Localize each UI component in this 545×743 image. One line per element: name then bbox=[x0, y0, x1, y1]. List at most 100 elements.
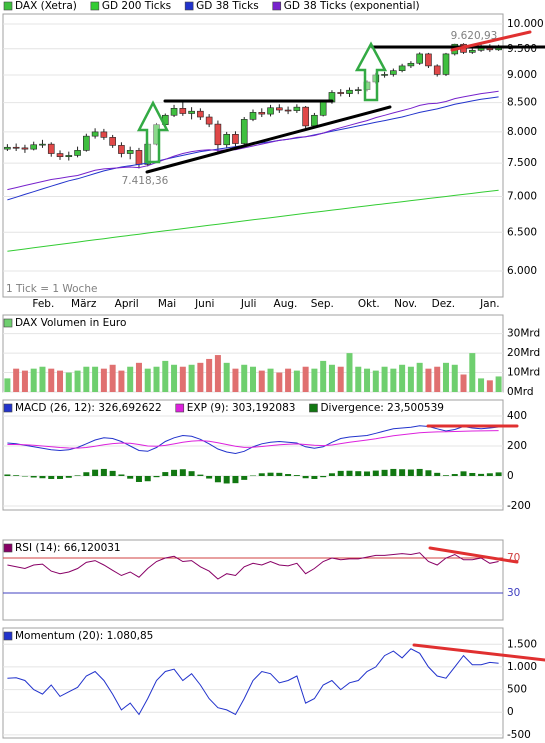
legend-swatch bbox=[309, 403, 318, 413]
candle-body bbox=[74, 150, 81, 156]
bar bbox=[188, 471, 195, 476]
y-tick-label: 1.000 bbox=[507, 661, 537, 673]
candle-body bbox=[197, 110, 204, 118]
bar bbox=[144, 475, 151, 482]
bar bbox=[153, 475, 160, 478]
candle-body bbox=[390, 70, 397, 75]
bar bbox=[285, 474, 292, 476]
candle-body bbox=[425, 53, 432, 67]
bar bbox=[65, 475, 72, 478]
candle-body bbox=[433, 65, 441, 75]
x-tick-label: Aug. bbox=[274, 298, 298, 310]
bar bbox=[346, 470, 353, 476]
y-tick-label: 9.000 bbox=[507, 69, 537, 81]
legend-label: DAX Volumen in Euro bbox=[15, 317, 126, 329]
bar bbox=[390, 368, 397, 392]
bar bbox=[4, 474, 11, 476]
legend-label: MACD (26, 12): 326,692622 bbox=[15, 402, 162, 414]
bar bbox=[65, 372, 72, 392]
candle-body bbox=[205, 116, 213, 125]
x-tick-label: Mai bbox=[158, 298, 176, 310]
bar bbox=[399, 469, 406, 476]
candle-body bbox=[12, 146, 20, 149]
bar bbox=[320, 475, 327, 478]
x-tick-label: Sep. bbox=[311, 298, 334, 310]
x-tick-label: Feb. bbox=[32, 298, 54, 310]
legend-label: EXP (9): 303,192083 bbox=[187, 402, 296, 414]
bar bbox=[451, 364, 458, 392]
bar bbox=[381, 366, 388, 392]
bar bbox=[469, 353, 476, 392]
panel-frame bbox=[2, 399, 504, 511]
legend-swatch bbox=[3, 543, 13, 553]
bar bbox=[48, 368, 55, 392]
bar bbox=[460, 374, 467, 392]
bar bbox=[118, 370, 125, 392]
bar bbox=[223, 362, 230, 392]
bar bbox=[57, 475, 64, 479]
candle-body bbox=[4, 146, 11, 150]
y-tick-label: 400 bbox=[507, 410, 527, 422]
bar bbox=[434, 366, 441, 392]
candle-body bbox=[319, 101, 327, 116]
x-tick-label: April bbox=[115, 298, 139, 310]
candle-body bbox=[258, 112, 266, 115]
bar bbox=[171, 469, 178, 476]
candle-body bbox=[126, 150, 134, 154]
x-tick-label: Okt. bbox=[358, 298, 380, 310]
bar bbox=[258, 370, 265, 392]
bar bbox=[13, 368, 20, 392]
bar bbox=[109, 364, 116, 392]
bar bbox=[74, 370, 81, 392]
bar bbox=[30, 475, 37, 478]
y-tick-label: 30Mrd bbox=[507, 328, 540, 340]
bar bbox=[118, 474, 125, 476]
bar bbox=[478, 378, 485, 392]
bar bbox=[486, 380, 493, 392]
candle-body bbox=[302, 106, 309, 127]
bar bbox=[337, 366, 344, 392]
bar bbox=[127, 366, 134, 392]
candle-body bbox=[293, 106, 301, 111]
y-tick-label: 200 bbox=[507, 440, 527, 452]
legend-label: DAX (Xetra) bbox=[15, 0, 77, 12]
y-tick-label: 30 bbox=[507, 587, 520, 599]
y-tick-label: 20Mrd bbox=[507, 347, 540, 359]
y-tick-label: 10Mrd bbox=[507, 367, 540, 379]
annotation: 7.418,36 bbox=[122, 175, 169, 187]
bar bbox=[39, 475, 46, 479]
bar bbox=[416, 468, 423, 476]
candle-body bbox=[249, 112, 257, 120]
y-tick-label: 500 bbox=[507, 684, 527, 696]
candle-body bbox=[47, 143, 55, 154]
legend-swatch bbox=[3, 1, 13, 11]
bar bbox=[232, 368, 239, 392]
y-tick-label: 1.500 bbox=[507, 638, 537, 650]
legend-label: Momentum (20): 1.080,85 bbox=[15, 630, 153, 642]
candle-body bbox=[354, 89, 362, 91]
candle-body bbox=[109, 137, 116, 146]
candle-body bbox=[407, 62, 415, 67]
y-tick-label: 10.000 bbox=[507, 18, 544, 30]
candle-body bbox=[56, 153, 64, 158]
candle-body bbox=[442, 53, 450, 75]
candle-body bbox=[232, 134, 239, 144]
trend-line bbox=[450, 30, 532, 52]
candle-body bbox=[311, 114, 318, 127]
bar bbox=[276, 472, 283, 476]
bar bbox=[21, 370, 28, 392]
bar bbox=[214, 475, 221, 483]
legend-label: GD 38 Ticks bbox=[196, 0, 259, 12]
y-tick-label: 9.500 bbox=[507, 43, 537, 55]
candle-body bbox=[214, 123, 222, 146]
x-tick-label: Juni bbox=[194, 298, 214, 310]
bar bbox=[179, 469, 186, 476]
legend-label: GD 38 Ticks (exponential) bbox=[284, 0, 420, 12]
bar bbox=[241, 475, 248, 480]
candle-body bbox=[30, 144, 38, 150]
bar bbox=[328, 364, 335, 392]
y-tick-label: -500 bbox=[507, 729, 531, 741]
bar bbox=[425, 368, 432, 392]
bar bbox=[442, 475, 449, 476]
